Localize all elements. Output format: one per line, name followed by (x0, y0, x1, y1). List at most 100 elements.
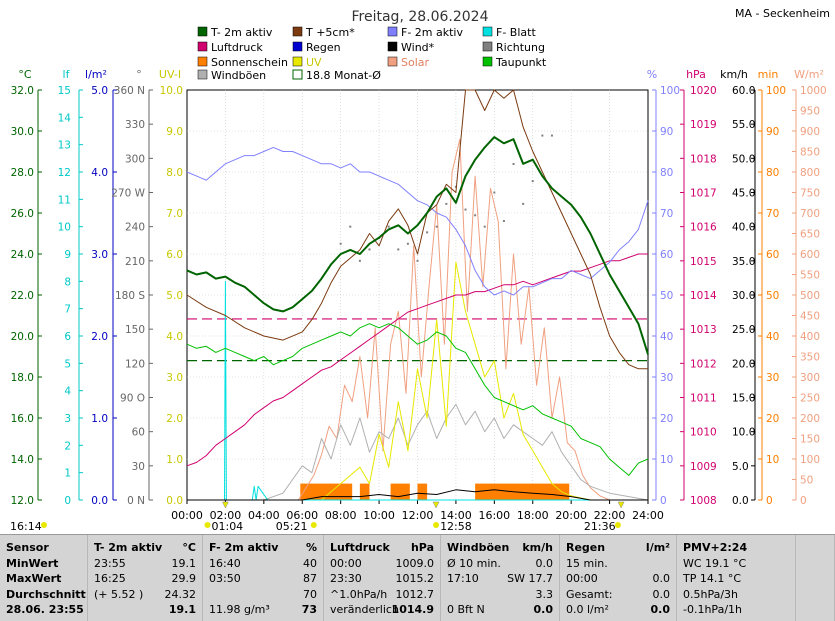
axis-tick-label: 300 (800, 372, 820, 384)
legend-item: Taupunkt (482, 56, 547, 69)
table-row: T- 2m aktiv °C (88, 541, 202, 556)
axis-tick-label: 2.0 (166, 413, 183, 425)
axis-tick-label: 30 (132, 461, 145, 473)
axis-tick-label: 4 (64, 386, 71, 398)
axis-tick-label: 8.0 (166, 167, 183, 179)
axis-tick-label: 15 (58, 85, 71, 97)
table-row: 0.5hPa/3h (677, 588, 795, 603)
table-cell-label: veränderlich (330, 603, 399, 616)
axis-tick-label: 120 (125, 358, 145, 370)
axis-unit-press: hPa (686, 68, 706, 81)
axis-tick-label: 9.0 (166, 126, 183, 138)
legend-label: T +5cm* (305, 26, 355, 39)
axis-tick-label: 1014 (690, 290, 717, 302)
axis-tick-label: 70 (660, 208, 673, 220)
series-taupunkt (186, 323, 649, 476)
axis-tick-label: 20.0 (11, 331, 34, 343)
legend-item: Solar (387, 56, 430, 69)
axis-tick-label: 10 (766, 454, 779, 466)
axis-unit-uv: UV-I (159, 68, 181, 81)
table-row: veränderlich 1014.9 (324, 603, 440, 618)
axis-tick-label: 5.0 (732, 461, 749, 473)
series-point (406, 242, 409, 245)
legend-label: F- 2m aktiv (401, 26, 463, 39)
axis-tick-label: 50.0 (732, 153, 755, 165)
legend-item: F- Blatt (482, 26, 536, 39)
location-label: MA - Seckenheim (735, 7, 830, 20)
series-uv (187, 261, 648, 501)
table-column: Luftdruck hPa 00:00 1009.0 23:30 1015.2 ^1.0hP… (324, 535, 441, 621)
axis-tick-label: 9 (64, 249, 71, 261)
x-tick-label: 22:00 (594, 509, 626, 522)
axis-unit-sun: min (758, 68, 779, 81)
x-tick-label: 06:00 (286, 509, 318, 522)
table-row: 15 min. (560, 557, 676, 572)
axis-tick-label: 330 (125, 119, 145, 131)
table-row: F- 2m aktiv% (203, 541, 323, 556)
axis-tick-label: 0.0 (732, 495, 749, 507)
weather-chart: Freitag, 28.06.2024 MA - Seckenheim T- 2m … (10, 7, 830, 533)
table-cell-label: Ø 10 min. (447, 556, 501, 570)
axis-tick-label: 30 (766, 372, 779, 384)
axis-tick-label: 12.0 (11, 495, 34, 507)
table-cell-label: ^1.0hPa/h (330, 587, 388, 601)
moonrise-time: 12:58 (440, 520, 472, 533)
series-point (445, 202, 448, 205)
axis-tick-label: 16.0 (11, 413, 34, 425)
table-cell-label: 0.0 l/m² (566, 603, 609, 616)
axis-tick-label: 14 (58, 112, 72, 124)
table-column: PMV+2:24 WC 19.1 °C TP 14.1 °C 0.5hPa/3h -0.… (677, 535, 796, 621)
axis-tick-label: 4.0 (166, 331, 183, 343)
x-tick-label: 18:00 (517, 509, 549, 522)
series-t-5cm- (186, 89, 648, 370)
legend-label: Windböen (211, 69, 266, 82)
x-tick-label: 00:00 (171, 509, 203, 522)
axis-tick-label: 90 O (120, 393, 145, 405)
axis-tick-label: 1013 (690, 324, 717, 336)
series-point (358, 259, 361, 262)
legend-item: UV (292, 56, 322, 69)
axis-unit-temp: °C (18, 68, 32, 81)
sun-moon-icon (433, 522, 440, 528)
table-cell-label: Regen (566, 541, 606, 554)
legend-label: Luftdruck (211, 41, 263, 54)
x-tick-label: 02:00 (210, 509, 242, 522)
axis-tick-label: 0 (800, 495, 807, 507)
series-point (454, 185, 457, 188)
table-row: 11.98 g/m³ 73 (203, 603, 323, 618)
axis-tick-label: 0.0 (91, 495, 108, 507)
table-cell-label: MinWert (6, 556, 59, 570)
axis-tick-label: 360 N (114, 85, 145, 97)
table-cell-value: °C (182, 541, 196, 554)
sun-moon-icon (204, 522, 211, 528)
table-cell-value: l/m² (645, 541, 670, 554)
axis-tick-label: 0 (660, 495, 667, 507)
table-cell-label: 23:30 (330, 572, 362, 585)
table-row: PMV+2:24 (677, 541, 795, 556)
axis-tick-label: 950 (800, 106, 820, 118)
series-point (397, 248, 400, 251)
table-cell-value: 87 (303, 572, 317, 585)
legend-item: Windböen (197, 69, 266, 82)
sunshine-bar (300, 483, 353, 500)
axis-tick-label: 1020 (690, 85, 717, 97)
series-point (416, 259, 419, 262)
sunshine-bar (359, 483, 370, 500)
axis-tick-label: 6.0 (166, 249, 183, 261)
axis-tick-label: 150 (125, 324, 145, 336)
table-row: 00:00 1009.0 (324, 557, 440, 572)
axis-tick-label: 550 (800, 270, 820, 282)
table-row: MinWert (0, 557, 87, 572)
table-cell-value: 29.9 (171, 572, 197, 585)
axis-tick-label: 25.0 (732, 324, 755, 336)
table-row: 00:00 0.0 (560, 572, 676, 587)
moon-phase-icon (617, 501, 625, 509)
axis-tick-label: 270 W (111, 188, 145, 200)
axis-press: 1020 1019 1018 1017 1016 1015 1014 1013 1012 1011… (680, 85, 717, 507)
series-f-2m-aktiv (186, 146, 649, 296)
table-row: 28.06. 23:55 (0, 603, 87, 618)
table-cell-label: TP 14.1 °C (683, 572, 742, 585)
table-cell-value: 40 (303, 556, 317, 570)
axis-tick-label: 14.0 (11, 454, 34, 466)
table-cell-label: 16:40 (209, 556, 241, 570)
